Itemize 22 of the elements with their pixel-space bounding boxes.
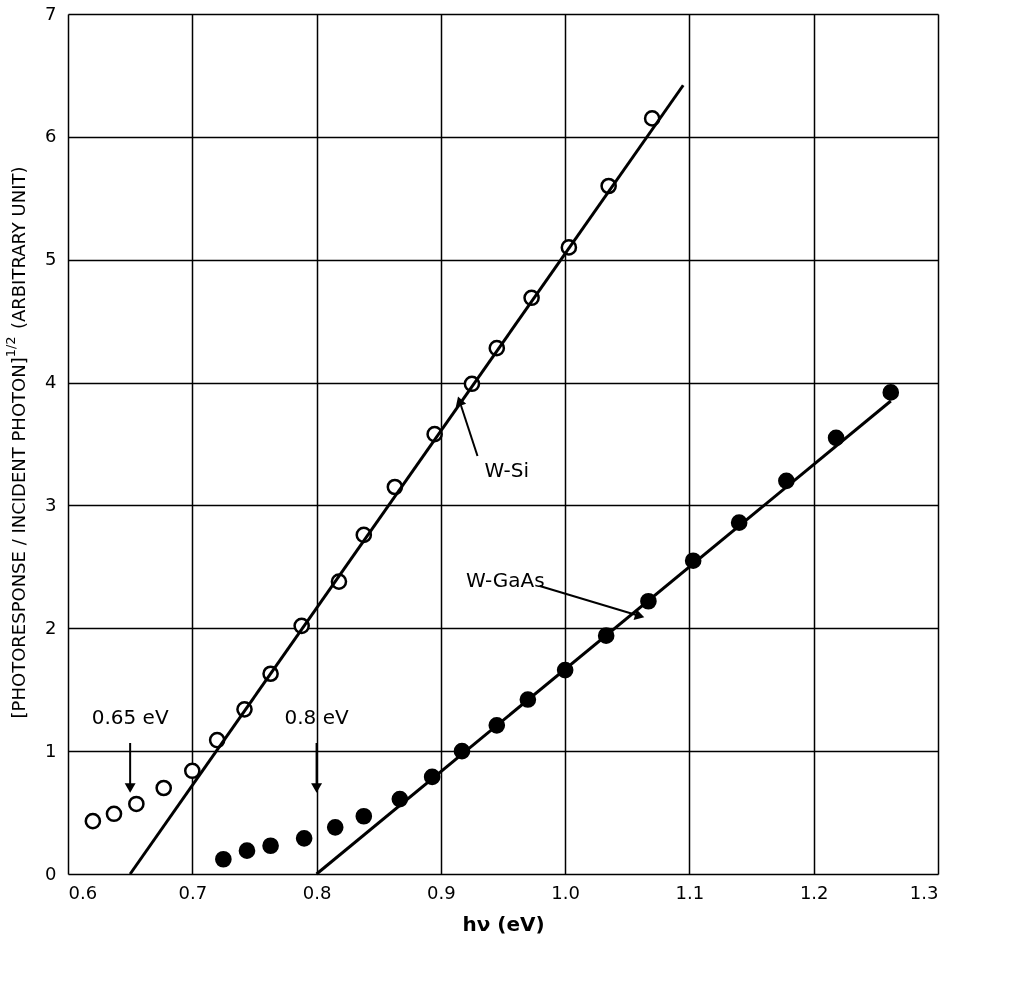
y-tick-label: 4 xyxy=(45,371,57,393)
annotation: W-Si xyxy=(484,458,529,482)
y-tick-label: 0 xyxy=(45,862,57,884)
annotation: 0.65 eV xyxy=(91,705,169,729)
x-tick-label: 1.1 xyxy=(675,881,705,903)
annotation: 0.8 eV xyxy=(284,705,349,729)
x-tick-label: 1.0 xyxy=(551,881,580,903)
y-tick-label: 5 xyxy=(45,248,57,270)
y-tick-label: 3 xyxy=(45,493,57,515)
y-tick-label: 6 xyxy=(45,125,57,147)
x-tick-label: 0.7 xyxy=(178,881,208,903)
annotation: W-GaAs xyxy=(465,568,545,592)
x-axis-title: hν (eV) xyxy=(462,911,545,936)
x-tick-label: 1.3 xyxy=(909,881,939,903)
y-axis-title: [PHOTORESPONSE / INCIDENT PHOTON]1/2 (ARBITRARY UNIT) xyxy=(3,166,29,719)
x-tick-label: 1.2 xyxy=(799,881,829,903)
y-tick-label: 2 xyxy=(45,616,57,638)
x-tick-label: 0.6 xyxy=(68,881,98,903)
x-tick-label: 0.8 xyxy=(302,881,332,903)
y-tick-label: 1 xyxy=(45,739,57,761)
y-tick-label: 7 xyxy=(45,2,57,24)
x-tick-label: 0.9 xyxy=(427,881,456,903)
